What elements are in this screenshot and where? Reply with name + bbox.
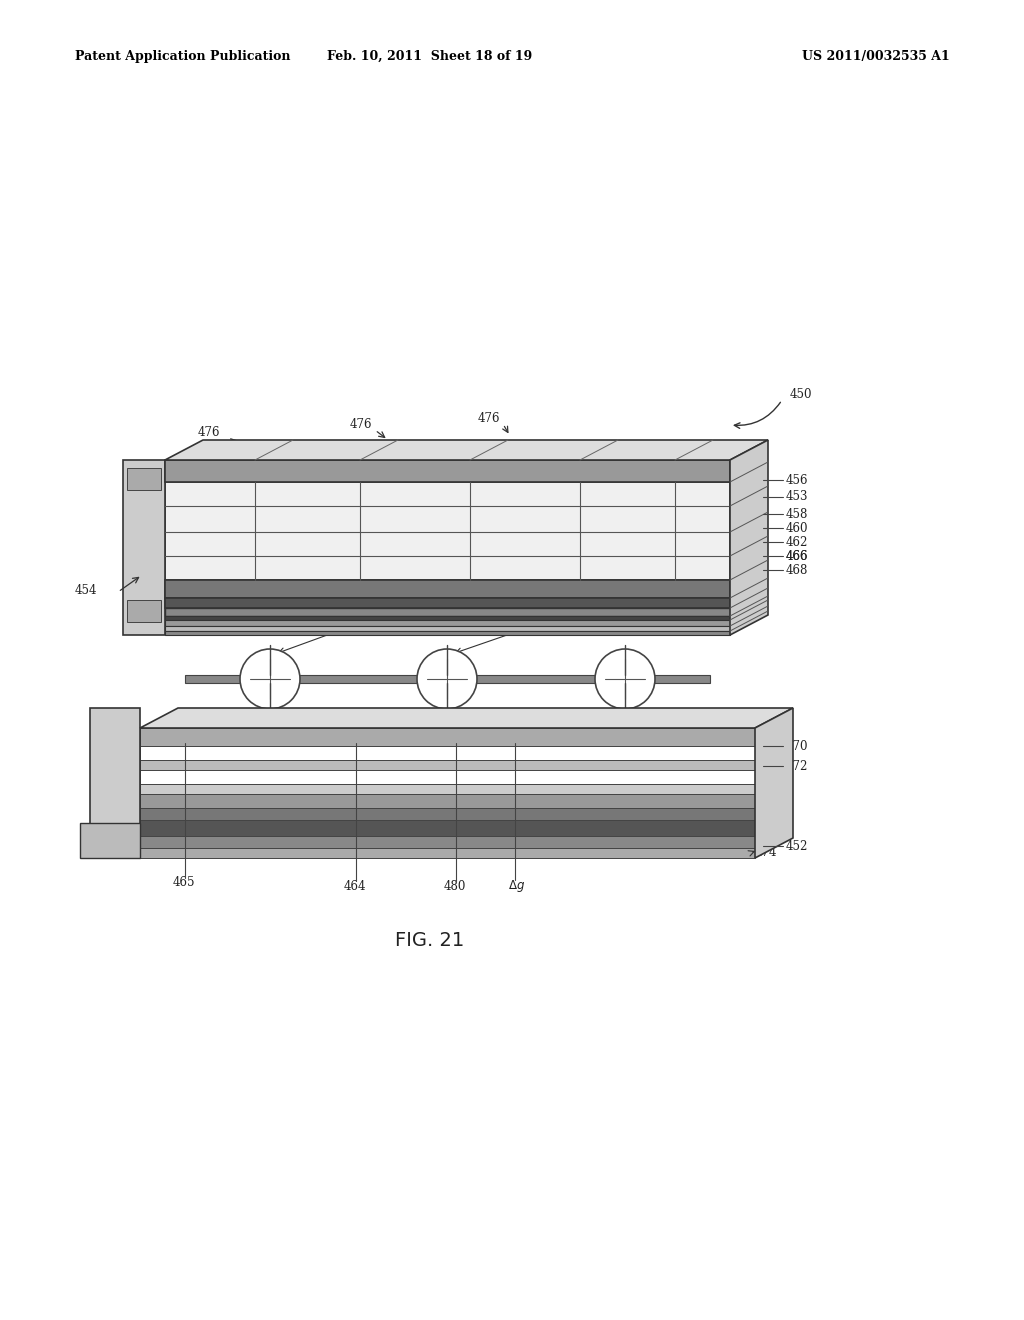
Bar [165, 609, 730, 616]
Text: 466: 466 [786, 549, 809, 562]
Polygon shape [165, 440, 768, 459]
Bar [165, 631, 730, 635]
Bar [165, 598, 730, 609]
Text: 458: 458 [786, 507, 808, 520]
Text: 470: 470 [786, 739, 809, 752]
Text: 454: 454 [75, 583, 97, 597]
Text: 462: 462 [786, 536, 808, 549]
Text: US 2011/0032535 A1: US 2011/0032535 A1 [802, 50, 950, 63]
Text: 468: 468 [786, 564, 808, 577]
Text: 464: 464 [344, 879, 367, 892]
Bar [140, 820, 755, 836]
Bar [165, 616, 730, 620]
Bar [127, 601, 161, 622]
Text: Patent Application Publication: Patent Application Publication [75, 50, 291, 63]
Text: FIG. 21: FIG. 21 [395, 931, 465, 949]
Polygon shape [140, 708, 793, 729]
Bar [165, 482, 730, 579]
Text: 474: 474 [755, 846, 777, 859]
Text: Feb. 10, 2011  Sheet 18 of 19: Feb. 10, 2011 Sheet 18 of 19 [328, 50, 532, 63]
Bar [165, 459, 730, 482]
Text: 465: 465 [173, 876, 196, 890]
Bar [140, 784, 755, 795]
Bar [140, 795, 755, 808]
Text: 472: 472 [786, 759, 808, 772]
Text: 476: 476 [198, 425, 220, 438]
Text: 453: 453 [786, 491, 809, 503]
Text: 476: 476 [350, 417, 373, 430]
Bar [165, 620, 730, 626]
Text: 466: 466 [786, 549, 809, 562]
Bar [165, 579, 730, 598]
Bar [140, 729, 755, 746]
Bar [140, 770, 755, 784]
Circle shape [240, 649, 300, 709]
Bar [185, 675, 710, 682]
Text: 486: 486 [498, 623, 520, 635]
Text: 450: 450 [790, 388, 812, 401]
Bar [80, 822, 140, 858]
Text: 456: 456 [786, 474, 809, 487]
Bar [140, 836, 755, 847]
Text: 460: 460 [786, 521, 809, 535]
Bar [123, 459, 165, 635]
Text: 452: 452 [786, 840, 808, 853]
Text: 476: 476 [478, 412, 501, 425]
Bar [127, 469, 161, 490]
Bar [140, 847, 755, 858]
Polygon shape [755, 708, 793, 858]
Polygon shape [730, 440, 768, 635]
Text: 482: 482 [310, 623, 332, 635]
Text: 480: 480 [444, 879, 466, 892]
Bar [140, 746, 755, 760]
Bar [140, 808, 755, 820]
Bar [90, 708, 140, 858]
Circle shape [595, 649, 655, 709]
Bar [165, 626, 730, 631]
Circle shape [417, 649, 477, 709]
Text: $\Delta g$: $\Delta g$ [508, 878, 525, 894]
Bar [140, 760, 755, 770]
